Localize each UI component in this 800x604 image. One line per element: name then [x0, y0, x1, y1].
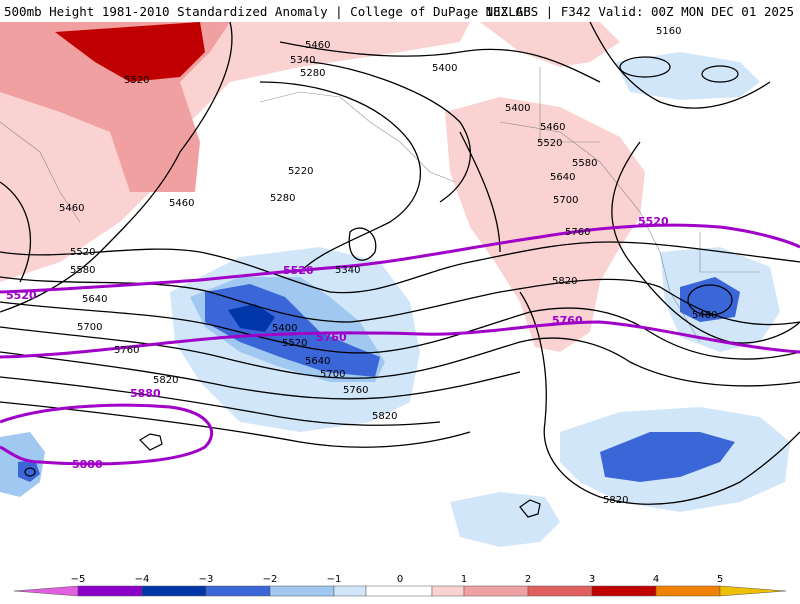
contour-label: 5460 — [59, 203, 84, 214]
contour-label: 5820 — [372, 411, 397, 422]
coastlines — [0, 67, 760, 343]
colorbar-segment — [431, 585, 465, 597]
colorbar-tick: 2 — [525, 574, 531, 585]
negative-anomaly-north — [615, 52, 760, 100]
colorbar-ticks: −5 −4 −3 −2 −1 0 1 2 3 4 5 — [71, 574, 724, 585]
contour-label: 5520 — [124, 75, 149, 86]
contour-label: 5700 — [320, 369, 345, 380]
contour-label: 5460 — [540, 122, 565, 133]
colorbar-segment — [205, 585, 271, 597]
contour-label: 5520 — [70, 247, 95, 258]
contour-label: 5760 — [343, 385, 368, 396]
contour-label: 5400 — [272, 323, 297, 334]
negative-anomaly-center-deep — [228, 304, 275, 332]
thickness-label: 5520 — [638, 215, 669, 228]
contour-label: 5580 — [70, 265, 95, 276]
negative-anomaly-south — [450, 492, 560, 547]
colorbar-segment — [269, 585, 335, 597]
contour-label: 5460 — [169, 198, 194, 209]
contour-label: 5460 — [692, 310, 717, 321]
positive-anomaly-ne — [480, 22, 620, 67]
contour-label: 5340 — [290, 55, 315, 66]
colorbar-segment — [463, 585, 529, 597]
contour-label: 5820 — [603, 495, 628, 506]
contour-label: 5700 — [553, 195, 578, 206]
thickness-label: 5760 — [316, 331, 347, 344]
colorbar-segment — [719, 585, 787, 597]
positive-anomaly-alaska — [445, 97, 645, 352]
thickness-label: 5520 — [6, 289, 37, 302]
negative-anomaly-sw-core — [18, 460, 40, 482]
colorbar-tick: −2 — [263, 574, 278, 585]
positive-anomaly-nw-strong — [55, 22, 205, 82]
colorbar-tick: 0 — [397, 574, 403, 585]
colorbar-segment — [655, 585, 721, 597]
contour-label: 5340 — [335, 265, 360, 276]
contour-label: 5700 — [77, 322, 102, 333]
colorbar-tick: −1 — [327, 574, 342, 585]
colorbar-segment — [527, 585, 593, 597]
contour-label: 5820 — [153, 375, 178, 386]
height-contours — [0, 22, 800, 505]
contour-label: 5820 — [552, 276, 577, 287]
thickness-label: 5520 — [283, 264, 314, 277]
contour-label: 5280 — [270, 193, 295, 204]
colorbar-tick: −3 — [199, 574, 214, 585]
colorbar-tick: 3 — [589, 574, 595, 585]
contour-label: 5460 — [305, 40, 330, 51]
height-contour-labels: 5460 5340 5280 5400 5160 5520 5220 5280 … — [59, 26, 717, 506]
model-run-info: 18Z GFS | F342 Valid: 00Z MON DEC 01 202… — [485, 4, 794, 19]
contour-label: 5160 — [656, 26, 681, 37]
thickness-label: 5760 — [552, 314, 583, 327]
contour-label: 5400 — [432, 63, 457, 74]
island-outlines — [24, 56, 739, 518]
thickness-contour-labels: 5520 5520 5760 5520 5760 5880 5880 — [6, 215, 669, 471]
contour-label: 5760 — [565, 227, 590, 238]
contour-label: 5760 — [114, 345, 139, 356]
contour-label: 5520 — [537, 138, 562, 149]
colorbar-tick: −5 — [71, 574, 86, 585]
anomaly-colorbar: −5 −4 −3 −2 −1 0 1 2 3 4 5 — [0, 570, 800, 600]
colorbar-tick: 1 — [461, 574, 467, 585]
contour-label: 5640 — [82, 294, 107, 305]
weather-map: 5460 5340 5280 5400 5160 5520 5220 5280 … — [0, 22, 800, 570]
contour-label: 5520 — [282, 338, 307, 349]
contour-label: 5220 — [288, 166, 313, 177]
thickness-contours — [0, 223, 800, 466]
colorbar-segment — [77, 585, 143, 597]
colorbar-segment — [141, 585, 207, 597]
colorbar-tick: 4 — [653, 574, 659, 585]
colorbar-segment — [591, 585, 657, 597]
thickness-label: 5880 — [72, 458, 103, 471]
colorbar-segment — [333, 585, 367, 597]
contour-label: 5640 — [305, 356, 330, 367]
map-title: 500mb Height 1981-2010 Standardized Anom… — [4, 4, 531, 19]
negative-anomaly-southeast-core — [600, 432, 735, 482]
colorbar-tick: −4 — [135, 574, 150, 585]
colorbar-segments — [13, 585, 787, 597]
anomaly-shading — [0, 22, 790, 547]
contour-label: 5580 — [572, 158, 597, 169]
colorbar-tick: 5 — [717, 574, 723, 585]
colorbar-segment — [365, 585, 433, 597]
contour-label: 5640 — [550, 172, 575, 183]
colorbar-segment — [13, 585, 79, 597]
thickness-label: 5880 — [130, 387, 161, 400]
contour-label: 5400 — [505, 103, 530, 114]
map-header: 500mb Height 1981-2010 Standardized Anom… — [0, 0, 800, 22]
contour-label: 5280 — [300, 68, 325, 79]
